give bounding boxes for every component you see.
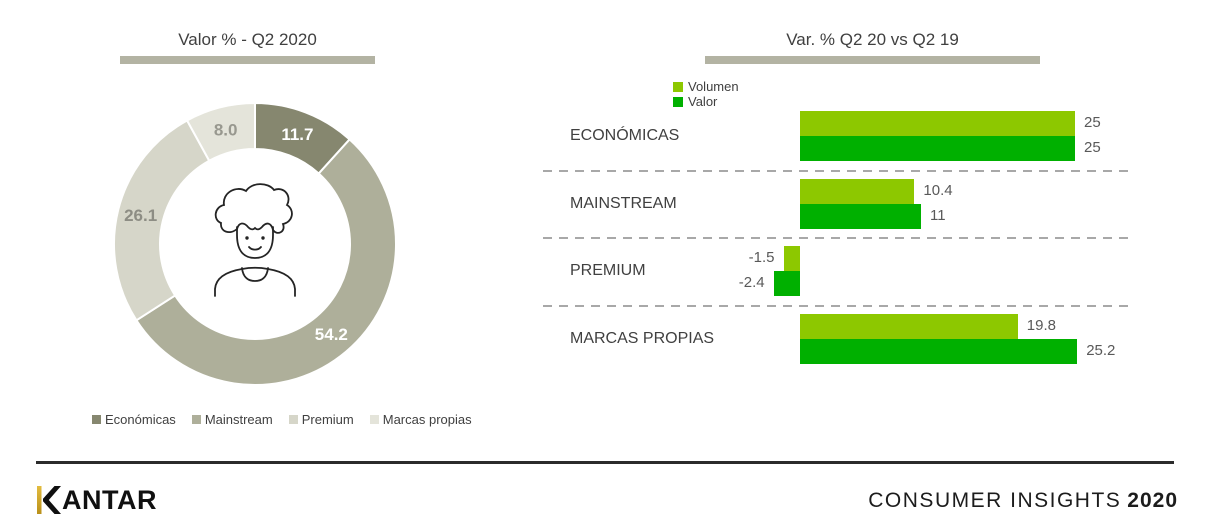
bar-valor-económicas <box>800 136 1075 161</box>
donut-segment-marcas-propias <box>185 101 256 163</box>
donut-legend-label: Mainstream <box>204 412 273 427</box>
donut-legend-swatch-icon <box>369 415 379 424</box>
donut-chart-title: Valor % - Q2 2020 <box>178 30 317 49</box>
donut-value-label: 54.2 <box>315 325 348 344</box>
bar-value-label: 19.8 <box>1026 317 1056 334</box>
bar-valor-premium <box>773 271 800 296</box>
donut-legend-item: Premium <box>288 412 354 427</box>
valor-swatch-icon <box>673 96 683 107</box>
legend-item-valor: Valor <box>673 94 739 109</box>
consumer-insights-label: CONSUMER INSIGHTS <box>868 489 1122 512</box>
avatar-shoulders <box>214 266 296 297</box>
avatar-fringe <box>236 222 274 231</box>
bar-chart-title: Var. % Q2 20 vs Q2 19 <box>786 30 959 49</box>
donut-segment-mainstream <box>135 138 397 386</box>
bar-value-label: 11 <box>930 207 946 224</box>
donut-legend-item: Mainstream <box>191 412 273 427</box>
category-label-mainstream: MAINSTREAM <box>570 195 677 212</box>
donut-legend-swatch-icon <box>191 415 201 424</box>
donut-title-underline <box>120 56 375 64</box>
footer-divider <box>36 461 1174 464</box>
bar-value-label: 10.4 <box>923 182 953 199</box>
category-label-marcas-propias: MARCAS PROPIAS <box>570 330 715 347</box>
avatar-face <box>236 226 274 259</box>
kantar-k-icon <box>37 486 61 514</box>
row-separator <box>543 170 1133 172</box>
bar-value-label: 25.2 <box>1086 342 1116 359</box>
kantar-logo: ANTAR <box>36 486 157 514</box>
avatar-collar <box>241 267 269 282</box>
donut-legend-label: Marcas propias <box>382 412 472 427</box>
bar-value-label: 25 <box>1084 114 1101 131</box>
avatar-eye-right <box>261 236 265 240</box>
bar-value-label: 25 <box>1084 139 1101 156</box>
category-label-económicas: ECONÓMICAS <box>570 127 680 144</box>
legend-label-valor: Valor <box>688 94 718 109</box>
footer-right-text: CONSUMER INSIGHTS 2020 <box>868 489 1178 513</box>
donut-value-label: 26.1 <box>124 206 157 225</box>
donut-legend-label: Premium <box>301 412 354 427</box>
category-label-premium: PREMIUM <box>570 262 646 279</box>
legend-label-volumen: Volumen <box>688 79 739 94</box>
bar-title-underline <box>705 56 1040 64</box>
volumen-swatch-icon <box>673 81 683 92</box>
donut-legend-swatch-icon <box>92 415 101 424</box>
footer-year: 2020 <box>1127 489 1178 512</box>
donut-chart: 11.7 54.2 26.1 8.0 <box>113 101 397 386</box>
bar-value-label: -2.4 <box>738 274 765 291</box>
bar-valor-marcas-propias <box>800 339 1078 364</box>
avatar-eye-left <box>245 236 249 240</box>
bar-volumen-premium <box>783 246 800 271</box>
bar-volumen-marcas-propias <box>800 314 1018 339</box>
bar-chart-legend: Volumen Valor <box>673 79 739 109</box>
person-avatar-icon <box>214 183 296 297</box>
bar-volumen-económicas <box>800 111 1075 136</box>
bar-valor-mainstream <box>800 204 921 229</box>
donut-legend-item: Marcas propias <box>369 412 472 427</box>
legend-item-volumen: Volumen <box>673 79 739 94</box>
row-separator <box>543 305 1133 307</box>
row-separator <box>543 237 1133 239</box>
donut-legend-item: Económicas <box>92 412 176 427</box>
bar-value-label: -1.5 <box>748 249 775 266</box>
donut-value-label: 11.7 <box>281 125 313 144</box>
bar-volumen-mainstream <box>800 179 915 204</box>
donut-value-label: 8.0 <box>214 121 238 140</box>
kantar-wordmark: ANTAR <box>62 485 157 515</box>
donut-legend-swatch-icon <box>288 415 298 424</box>
avatar-smile <box>248 246 262 251</box>
avatar-hair <box>214 183 293 234</box>
donut-legend-label: Económicas <box>105 412 176 427</box>
donut-legend: Económicas Mainstream Premium Marcas propia… <box>92 412 472 427</box>
bar-chart-plot-area: ECONÓMICAS 25 25 MAINSTREAM 10.4 11 PREMIUM -1.… <box>540 100 1200 380</box>
